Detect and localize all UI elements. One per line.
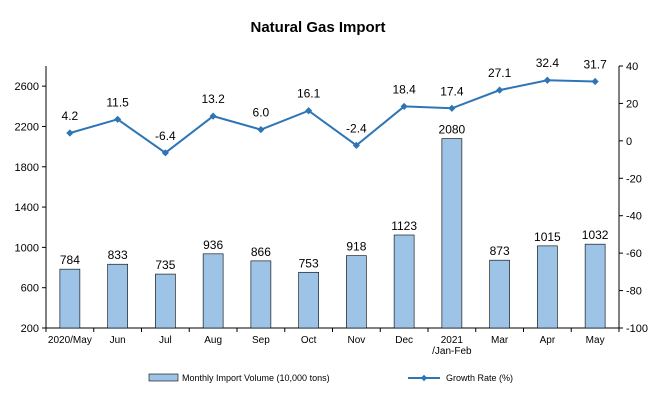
category-labels: 2020/May Jun Jul Aug Sep Oct Nov Dec 2021/Jan-Fe… [48, 335, 605, 357]
bar-data-label: 735 [155, 258, 175, 272]
line-data-label: 18.4 [392, 82, 416, 96]
category-label: 2020/May [48, 335, 92, 346]
line-data-label: 27.1 [488, 66, 512, 80]
line-point [257, 126, 265, 134]
bar-data-label: 873 [490, 244, 510, 258]
bar [59, 268, 81, 329]
right-y-tick-label: 40 [626, 61, 638, 73]
bar [250, 260, 272, 329]
bar-data-label: 918 [346, 240, 366, 254]
line-data-label: -2.4 [346, 121, 367, 135]
bar [346, 255, 367, 329]
category-label: May [586, 335, 605, 346]
legend-label: Growth Rate (%) [446, 373, 513, 383]
category-label: Jun [110, 335, 126, 346]
line-point [496, 86, 504, 94]
category-label: 2021/Jan-Feb [432, 335, 472, 357]
legend-swatch-marker [420, 374, 428, 382]
bar-data-label: 866 [251, 245, 271, 259]
bar-data-label: 1123 [391, 219, 417, 233]
bar-data-labels: 784 833 735 936 866 753 918 1123 2080 873 1015 1032 [60, 123, 609, 273]
left-y-tick-label: 2600 [15, 81, 39, 93]
legend: Monthly Import Volume (10,000 tons) Growt… [148, 373, 513, 383]
line-series [66, 76, 599, 157]
bar-data-label: 1032 [582, 228, 609, 242]
right-y-tick-label: -80 [626, 286, 642, 298]
line-data-label: 32.4 [536, 56, 560, 70]
line-data-label: -6.4 [155, 129, 176, 143]
right-y-tick-label: -60 [626, 248, 642, 260]
left-y-tick-label: 2200 [15, 121, 39, 133]
bar [584, 243, 606, 329]
bar [202, 253, 224, 329]
line-point [305, 107, 313, 115]
line-point [161, 149, 169, 157]
left-y-tick-label: 200 [21, 323, 39, 335]
category-label: Nov [347, 335, 365, 346]
category-label: Sep [252, 335, 270, 346]
line-data-label: 16.1 [297, 87, 321, 101]
bar [393, 234, 415, 329]
left-y-tick-label: 1000 [15, 242, 39, 254]
line-data-labels: 4.2 11.5 -6.4 13.2 6.0 16.1 -2.4 18.4 17.4 27.1 32… [62, 56, 608, 143]
right-y-tick-label: -40 [626, 211, 642, 223]
bar [489, 259, 510, 329]
line-point [352, 141, 360, 149]
left-y-tick-label: 1400 [15, 202, 39, 214]
category-label: Mar [491, 335, 509, 346]
growth-rate-line [69, 79, 596, 155]
line-point [114, 115, 122, 123]
line-point [591, 77, 599, 86]
bar-data-label: 1015 [534, 230, 561, 244]
bar-data-label: 2080 [439, 123, 466, 137]
line-point [543, 76, 551, 84]
line-point [66, 129, 74, 137]
bar-series [59, 138, 606, 329]
category-label: Apr [540, 335, 556, 346]
axes: 20060010001400180022002600-100-80-60-40-… [15, 61, 649, 335]
left-y-tick-label: 1800 [15, 162, 39, 174]
bar [537, 245, 558, 329]
category-label: Dec [395, 335, 413, 346]
legend-label: Monthly Import Volume (10,000 tons) [182, 373, 330, 383]
bar [298, 271, 319, 329]
left-y-tick-label: 600 [21, 283, 39, 295]
line-data-label: 6.0 [253, 106, 270, 120]
line-data-label: 17.4 [440, 84, 464, 98]
right-y-tick-label: 20 [626, 98, 638, 110]
bar-data-label: 753 [299, 256, 319, 270]
line-data-label: 31.7 [583, 58, 607, 72]
category-label: Oct [301, 335, 317, 346]
chart-title: Natural Gas Import [250, 19, 385, 36]
legend-swatch-bar [148, 373, 179, 382]
line-data-label: 4.2 [62, 109, 79, 123]
bar-data-label: 833 [108, 248, 128, 262]
right-y-tick-label: -100 [626, 323, 648, 335]
bar-data-label: 936 [203, 238, 223, 252]
right-y-tick-label: -20 [626, 173, 642, 185]
bar [107, 263, 128, 329]
line-point [400, 102, 408, 111]
right-y-tick-label: 0 [626, 136, 632, 148]
category-label: Aug [204, 335, 222, 346]
line-data-label: 11.5 [106, 95, 129, 109]
line-data-label: 13.2 [201, 92, 225, 106]
category-label: Jul [159, 335, 172, 346]
line-point [209, 112, 217, 120]
bar [155, 273, 176, 329]
bar-data-label: 784 [60, 253, 80, 267]
line-point [448, 104, 456, 112]
bar [441, 138, 463, 329]
